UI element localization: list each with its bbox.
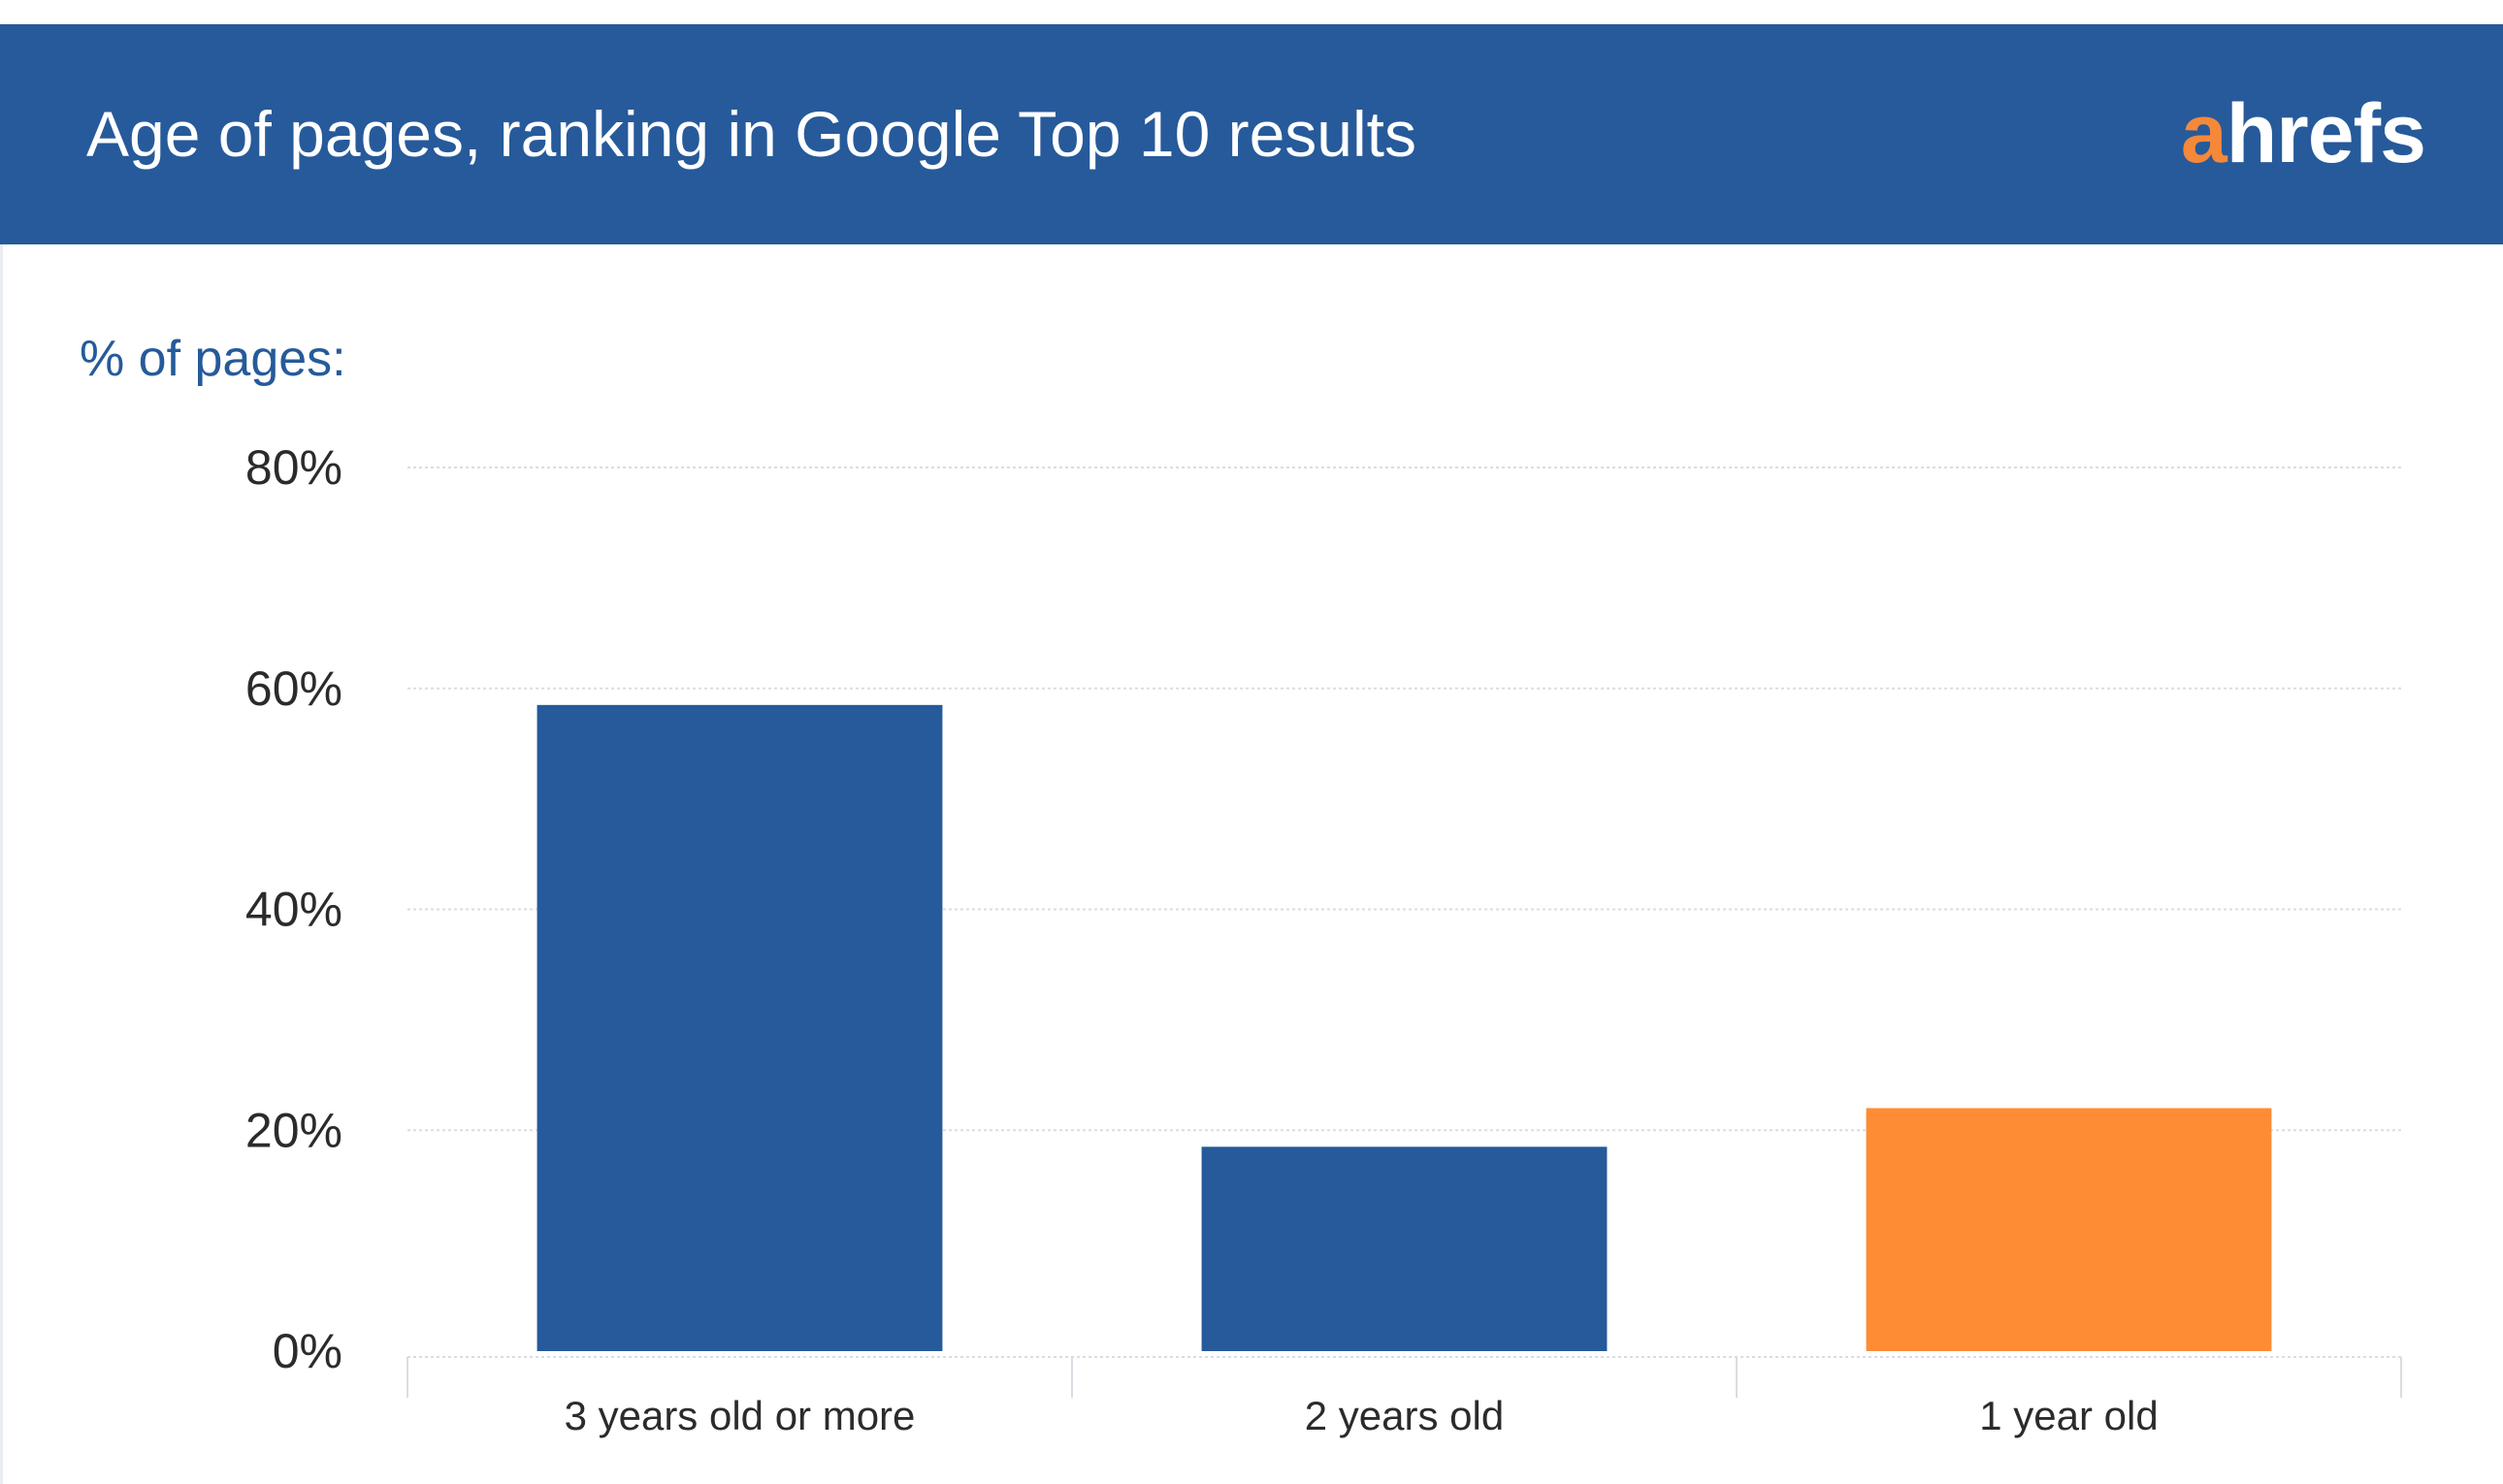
bar-2 [1201, 1146, 1608, 1351]
left-border [0, 244, 3, 1484]
logo-text: hrefs [2226, 87, 2426, 180]
y-tick-label: 0% [273, 1324, 342, 1378]
y-tick-label: 40% [245, 883, 342, 937]
header-bar: Age of pages, ranking in Google Top 10 r… [0, 24, 2503, 244]
y-axis-label: % of pages: [80, 331, 346, 387]
category-label: 3 years old or more [565, 1393, 916, 1438]
y-tick-labels: 0% 20% 40% 60% 80% [245, 440, 342, 1378]
logo-letter-a: a [2180, 87, 2227, 180]
ahrefs-logo: ahrefs [2180, 24, 2426, 244]
category-label: 1 year old [1979, 1393, 2158, 1438]
y-tick-label: 20% [245, 1103, 342, 1157]
y-tick-label: 80% [245, 440, 342, 495]
bar-3 [1866, 1108, 2272, 1351]
category-labels: 3 years old or more 2 years old 1 year old [565, 1393, 2159, 1438]
chart-title: Age of pages, ranking in Google Top 10 r… [86, 98, 1417, 170]
bars [536, 704, 2272, 1351]
x-axis [406, 1356, 2402, 1398]
y-tick-label: 60% [245, 661, 342, 716]
bar-1 [536, 704, 943, 1351]
category-label: 2 years old [1305, 1393, 1504, 1438]
